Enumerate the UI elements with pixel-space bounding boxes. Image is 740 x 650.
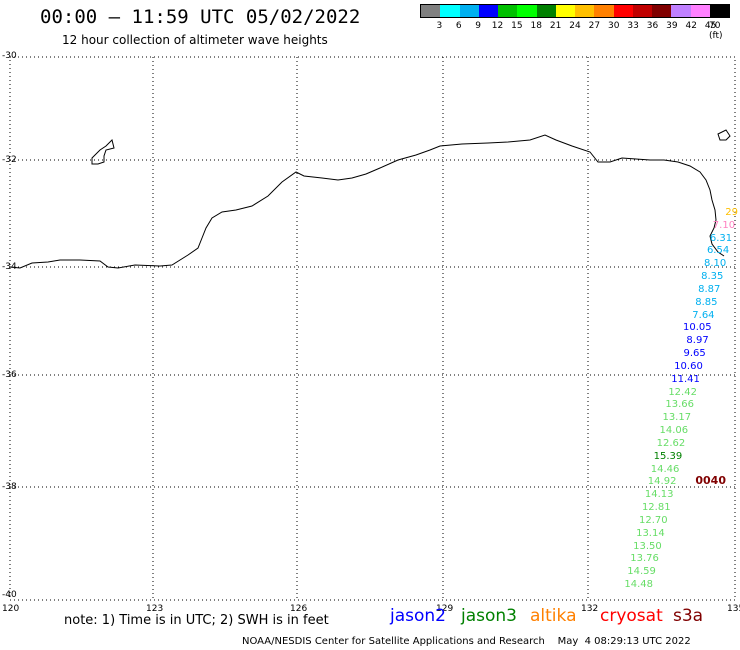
swh-label: 14.59: [627, 566, 656, 578]
color-scale-label: 45: [704, 21, 717, 31]
swh-label: 14.48: [624, 579, 653, 590]
color-scale-bar: [420, 4, 730, 18]
map-subtitle: 12 hour collection of altimeter wave hei…: [62, 33, 328, 47]
color-scale-label: 24: [569, 21, 581, 31]
swh-label: 13.17: [662, 412, 692, 424]
swh-label: 14.92: [647, 476, 677, 488]
color-scale-swatch: [440, 5, 460, 17]
legend-jason3: jason3: [461, 606, 517, 626]
swh-label: 7.10: [712, 219, 736, 231]
swh-label: 13.14: [636, 527, 665, 539]
color-scale-label: 15: [511, 21, 523, 31]
lon-label: 135: [727, 604, 740, 614]
color-scale-label: 39: [666, 21, 678, 31]
lat-label: -32: [2, 155, 17, 165]
color-scale-swatch: [575, 5, 595, 17]
swh-label: 7.64: [692, 309, 715, 321]
swh-label: 12.81: [641, 502, 671, 514]
color-scale-label: 30: [608, 21, 620, 31]
legend-altika: altika: [530, 606, 577, 626]
color-scale-swatch: [594, 5, 614, 17]
grid-lines: [10, 57, 735, 600]
swh-label: 15.39: [653, 450, 683, 462]
color-scale-label: 27: [588, 21, 601, 31]
lat-label: -30: [2, 51, 17, 61]
swh-label: 8.97: [686, 335, 709, 347]
color-scale-swatch: [671, 5, 691, 17]
lon-label: 123: [146, 604, 164, 614]
coastline: [9, 134, 725, 269]
swh-label: 12.42: [668, 386, 697, 398]
color-scale-label: 9: [475, 21, 481, 31]
swh-label: 13.76: [630, 553, 659, 565]
color-scale-label: 18: [530, 21, 542, 31]
legend-cryosat: cryosat: [600, 606, 663, 626]
color-scale-label: 36: [646, 21, 659, 31]
swh-label: 10.60: [674, 360, 703, 372]
color-scale-swatch: [459, 5, 479, 17]
time-label: 0040: [695, 474, 726, 487]
swh-label: 8.85: [695, 296, 718, 308]
map-title: 00:00 – 11:59 UTC 05/02/2022: [40, 6, 361, 28]
lat-label: -40: [2, 590, 17, 600]
swh-label: 13.66: [665, 399, 695, 411]
swh-label: 8.35: [701, 271, 724, 283]
swh-label: 12.70: [639, 514, 668, 526]
lat-label: -36: [2, 370, 17, 380]
legend-s3a: s3a: [673, 606, 704, 626]
swh-label: 8.10: [704, 258, 727, 270]
swh-label: 13.50: [633, 540, 662, 552]
footer-credit: NOAA/NESDIS Center for Satellite Applica…: [242, 636, 691, 647]
swh-label: 12.62: [656, 437, 686, 449]
color-scale-swatch: [652, 5, 672, 17]
swh-label: 10.05: [682, 322, 712, 334]
color-scale-labels: 3 6 9 12 15 18 21 24 27 30 33 36 39 42 45 70 (ft): [420, 21, 730, 41]
lat-label: -34: [2, 262, 17, 272]
island-north: [717, 129, 731, 141]
lon-label: 129: [436, 604, 454, 614]
swh-label: 9.65: [683, 348, 706, 360]
color-scale-label: 6: [455, 21, 462, 31]
lat-label: -38: [2, 482, 17, 492]
island-coast: [91, 139, 115, 165]
color-scale-label: 33: [627, 21, 639, 31]
color-scale-swatch: [690, 5, 710, 17]
color-scale-label: 12: [491, 21, 504, 31]
swh-label: 11.41: [671, 373, 700, 385]
legend-jason2: jason2: [390, 606, 446, 626]
color-scale-swatch: [478, 5, 498, 17]
color-scale-label: 70 (ft): [709, 21, 723, 41]
lon-label: 120: [2, 604, 20, 614]
swh-label: 29: [725, 207, 738, 218]
color-scale-swatch: [498, 5, 518, 17]
swh-label: 8.87: [698, 283, 721, 295]
color-scale-label: 3: [436, 21, 443, 31]
lon-label: 132: [581, 604, 599, 614]
color-scale-label: 21: [549, 21, 562, 31]
color-scale-swatch: [517, 5, 537, 17]
swh-label: 14.06: [659, 425, 689, 437]
color-scale-swatch: [421, 5, 441, 17]
color-scale-swatch: [613, 5, 633, 17]
swh-label: 6.54: [706, 245, 730, 257]
color-scale-swatch: [555, 5, 575, 17]
swh-label: 14.13: [644, 489, 674, 501]
color-scale-swatch: [632, 5, 652, 17]
color-scale-swatch: [536, 5, 556, 17]
footer-note: note: 1) Time is in UTC; 2) SWH is in fe…: [64, 613, 329, 628]
color-scale-swatch: [709, 5, 729, 17]
swh-label: 14.46: [650, 463, 680, 475]
swh-label: 6.31: [709, 232, 733, 244]
lon-label: 126: [290, 604, 308, 614]
color-scale-label: 42: [685, 21, 697, 31]
